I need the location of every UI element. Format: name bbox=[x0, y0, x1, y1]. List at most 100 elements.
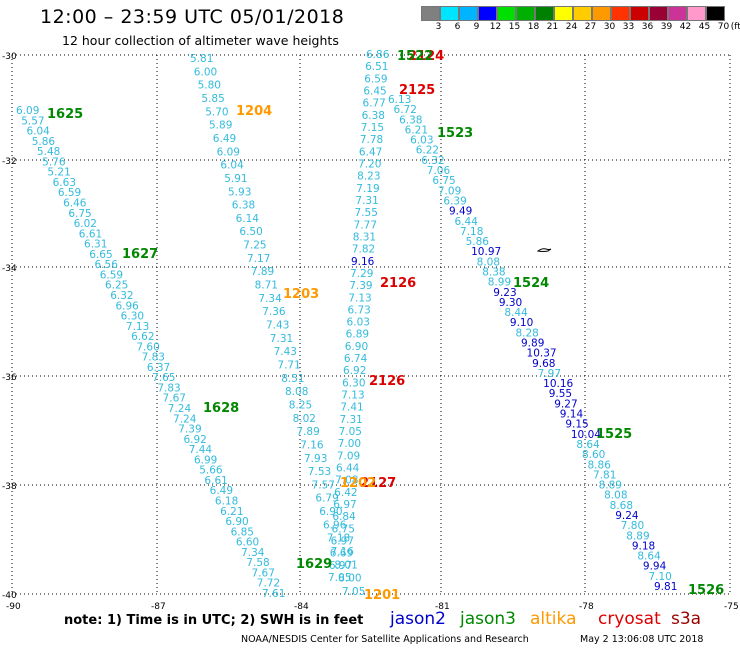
wave-height-value: 8.31 bbox=[353, 231, 376, 243]
colorbar-swatch bbox=[535, 6, 554, 21]
wave-height-value: 7.16 bbox=[331, 546, 355, 558]
colorbar-swatch bbox=[459, 6, 478, 21]
wave-height-value: 6.38 bbox=[232, 200, 255, 212]
wave-height-value: 5.66 bbox=[199, 465, 223, 477]
colorbar-label: 9 bbox=[473, 22, 480, 32]
wave-height-value: 9.27 bbox=[554, 398, 577, 410]
wave-height-value: 6.63 bbox=[53, 177, 76, 189]
wave-height-value: 6.30 bbox=[121, 311, 144, 323]
wave-height-value: 8.86 bbox=[588, 459, 612, 471]
wave-height-value: 8.01 bbox=[334, 559, 357, 571]
wave-height-value: 6.32 bbox=[110, 290, 133, 302]
wave-height-value: 6.90 bbox=[345, 341, 368, 353]
wave-height-value: 7.36 bbox=[262, 306, 286, 318]
colorbar-label: 45 bbox=[698, 22, 711, 32]
wave-height-value: 6.74 bbox=[344, 353, 368, 365]
pass-label: 1522 bbox=[397, 49, 433, 64]
credit-text: NOAA/NESDIS Center for Satellite Applica… bbox=[241, 634, 529, 645]
wave-height-value: 9.49 bbox=[449, 206, 472, 218]
pass-label: 2127 bbox=[360, 476, 396, 491]
colorbar-unit: (ft) bbox=[730, 22, 740, 32]
wave-height-value: 7.39 bbox=[349, 280, 372, 292]
wave-height-value: 6.49 bbox=[210, 485, 233, 497]
lat-label: -40 bbox=[2, 591, 17, 601]
wave-height-value: 7.08 bbox=[335, 475, 358, 487]
map-title: 12:00 – 23:59 UTC 05/01/2018 bbox=[40, 6, 345, 28]
wave-height-value: 6.47 bbox=[359, 146, 382, 158]
lat-label: -34 bbox=[2, 264, 17, 274]
wave-height-value: 6.92 bbox=[183, 434, 206, 446]
wave-height-value: 6.84 bbox=[332, 511, 356, 523]
wave-height-value: 7.44 bbox=[189, 444, 213, 456]
wave-height-value: 5.91 bbox=[224, 173, 247, 185]
wave-height-value: 10.97 bbox=[471, 246, 501, 258]
wave-height-value: 7.89 bbox=[296, 426, 319, 438]
wave-height-value: 6.25 bbox=[105, 280, 128, 292]
lat-label: -32 bbox=[2, 157, 17, 167]
wave-height-value: 5.89 bbox=[209, 120, 232, 132]
wave-height-value: 7.61 bbox=[262, 588, 285, 600]
wave-height-value: 10.04 bbox=[571, 429, 601, 441]
wave-height-value: 7.67 bbox=[163, 393, 186, 405]
wave-height-value: 5.76 bbox=[42, 156, 66, 168]
wave-height-value: 8.60 bbox=[582, 449, 605, 461]
pass-label: 1201 bbox=[364, 588, 400, 603]
wave-height-value: 6.75 bbox=[68, 208, 91, 220]
pass-label: 1202 bbox=[340, 476, 376, 491]
wave-height-value: 8.71 bbox=[255, 280, 278, 292]
wave-height-value: 7.25 bbox=[243, 240, 266, 252]
wave-height-value: 8.64 bbox=[637, 551, 661, 563]
wave-height-value: 8.08 bbox=[477, 256, 500, 268]
colorbar-swatch bbox=[687, 6, 706, 21]
wave-height-value: 7.81 bbox=[593, 469, 616, 481]
wave-height-value: 6.04 bbox=[220, 160, 244, 172]
wave-height-value: 6.96 bbox=[115, 300, 139, 312]
wave-height-value: 6.22 bbox=[416, 145, 439, 157]
colorbar-label: 33 bbox=[622, 22, 635, 32]
wave-height-value: 6.77 bbox=[362, 98, 385, 110]
wave-height-value: 7.18 bbox=[327, 533, 350, 545]
wave-height-value: 6.38 bbox=[399, 114, 422, 126]
wave-height-value: 7.31 bbox=[339, 414, 362, 426]
colorbar-swatch bbox=[573, 6, 592, 21]
wave-height-value: 6.45 bbox=[363, 85, 386, 97]
lon-label: -81 bbox=[435, 602, 450, 612]
pass-label: 2126 bbox=[369, 374, 405, 389]
wave-height-value: 7.16 bbox=[300, 439, 324, 451]
wave-height-value: 7.19 bbox=[356, 183, 379, 195]
lon-label: -75 bbox=[724, 602, 739, 612]
wave-height-value: 9.16 bbox=[351, 256, 375, 268]
satellite-altika: altika bbox=[530, 609, 577, 629]
wave-height-value: 8.38 bbox=[482, 266, 505, 278]
wave-height-value: 6.65 bbox=[89, 249, 112, 261]
wave-height-value: 6.56 bbox=[95, 259, 119, 271]
wave-height-value: 9.23 bbox=[493, 287, 516, 299]
wave-height-value: 6.38 bbox=[362, 110, 385, 122]
wave-height-value: 7.20 bbox=[358, 158, 381, 170]
wave-height-value: 7.05 bbox=[328, 572, 351, 584]
wave-height-value: 6.90 bbox=[225, 516, 248, 528]
colorbar-swatch bbox=[668, 6, 687, 21]
wave-height-value: 9.10 bbox=[510, 317, 533, 329]
wave-height-value: 9.89 bbox=[521, 338, 544, 350]
wave-height-value: 6.92 bbox=[343, 365, 366, 377]
wave-height-value: 9.18 bbox=[632, 540, 655, 552]
wave-height-value: 7.13 bbox=[126, 321, 149, 333]
pass-label: 1628 bbox=[203, 401, 239, 416]
colorbar-label: 27 bbox=[584, 22, 597, 32]
colorbar-label: 24 bbox=[565, 22, 578, 32]
wave-height-value: 6.32 bbox=[421, 155, 444, 167]
wave-height-value: 7.00 bbox=[338, 438, 361, 450]
colorbar-label: 70 bbox=[717, 22, 730, 32]
wave-height-value: 6.61 bbox=[79, 228, 102, 240]
wave-height-value: 7.29 bbox=[350, 268, 373, 280]
lon-label: -87 bbox=[151, 602, 166, 612]
wave-height-value: 6.30 bbox=[342, 377, 365, 389]
wave-height-value: 6.18 bbox=[215, 496, 238, 508]
lat-label: -36 bbox=[2, 373, 17, 383]
wave-height-value: 7.05 bbox=[342, 586, 365, 598]
wave-height-value: 8.00 bbox=[338, 573, 361, 585]
wave-height-value: 8.44 bbox=[504, 307, 528, 319]
wave-height-value: 5.48 bbox=[37, 146, 60, 158]
colorbar-label: 21 bbox=[546, 22, 559, 32]
